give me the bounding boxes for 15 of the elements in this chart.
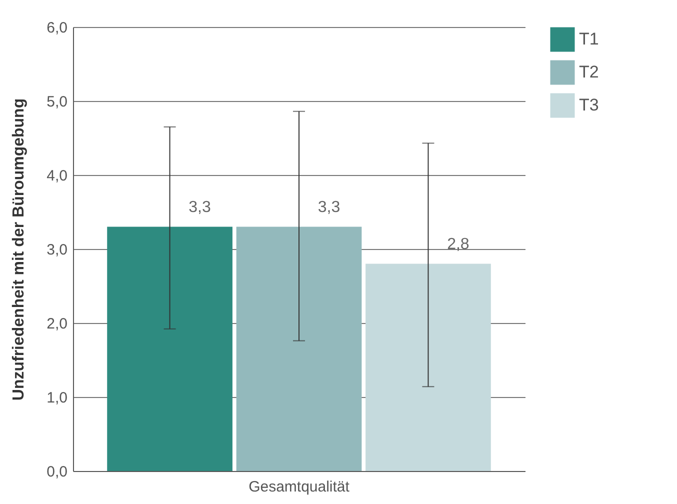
x-tick-label: Gesamtqualität bbox=[248, 478, 350, 496]
y-tick-label: 6,0 bbox=[46, 20, 68, 36]
data-label: 2,8 bbox=[447, 236, 470, 253]
legend-label: T2 bbox=[579, 62, 599, 82]
y-tick-label: 5,0 bbox=[46, 94, 68, 110]
legend-label: T1 bbox=[579, 30, 599, 48]
y-tick-label: 4,0 bbox=[46, 168, 68, 184]
y-tick-label: 1,0 bbox=[46, 390, 68, 406]
y-tick-label: 0,0 bbox=[46, 464, 68, 480]
data-label: 3,3 bbox=[188, 198, 211, 216]
y-tick-label: 2,0 bbox=[46, 316, 68, 332]
y-tick-label: 3,0 bbox=[46, 242, 68, 258]
legend-label: T3 bbox=[579, 96, 599, 114]
y-axis-title: Unzufriedenheit mit der Büroumgebung bbox=[10, 98, 28, 401]
data-label: 3,3 bbox=[318, 198, 340, 216]
